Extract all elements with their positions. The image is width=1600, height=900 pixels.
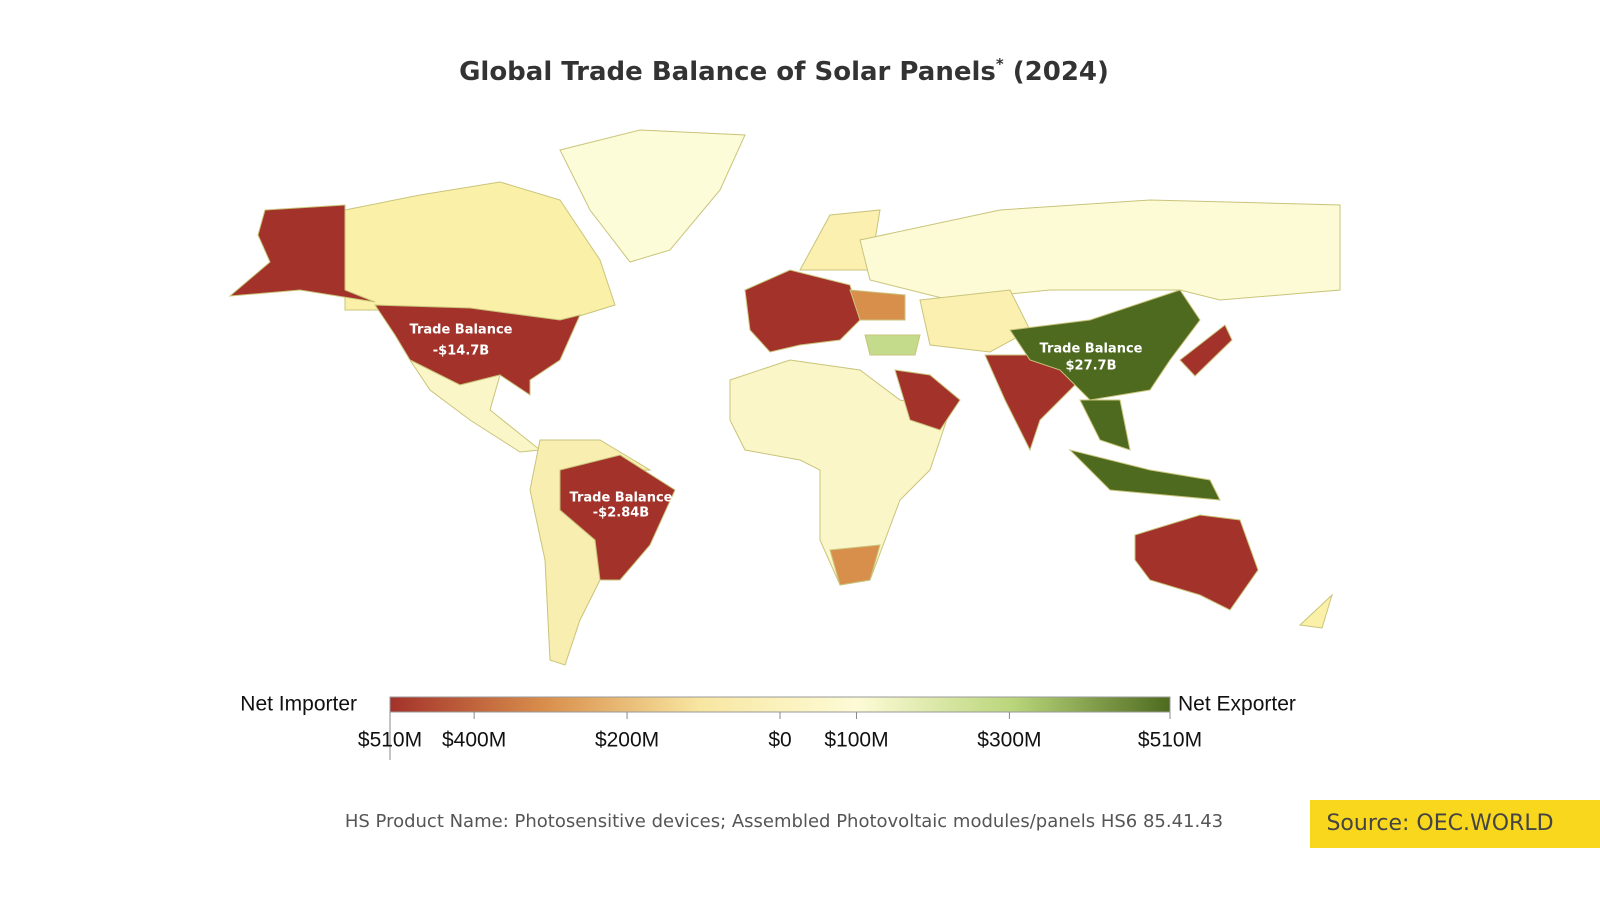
china [1009, 289, 1201, 401]
annotation-title: Trade Balance [1040, 342, 1143, 357]
annotation-title: Trade Balance [570, 491, 673, 506]
source: Source: OEC.WORLD [1326, 811, 1553, 836]
source-box [1310, 800, 1600, 848]
annotation-value: -$14.7B [433, 344, 489, 359]
ukraine [849, 289, 906, 321]
annotation-value: -$2.84B [593, 506, 649, 521]
greenland [559, 129, 746, 263]
title-text: Global Trade Balance of Solar Panels [459, 57, 996, 87]
tick-label: $510M [358, 729, 422, 752]
central-asia [919, 289, 1031, 353]
title-mark: * [996, 55, 1004, 73]
tick-label: $200M [595, 729, 659, 752]
color-scale [389, 696, 1171, 713]
new-zealand [1298, 593, 1334, 629]
legend: Net Importer Net Exporter $510M $400M $200… [240, 693, 1296, 760]
annotation-title: Trade Balance [410, 323, 513, 338]
south-africa [829, 544, 881, 586]
tick-label: $510M [1138, 729, 1202, 752]
title: Global Trade Balance of Solar Panels* (2… [459, 55, 1109, 87]
indonesia [1068, 449, 1221, 501]
japan [1179, 324, 1233, 377]
alaska [228, 204, 376, 303]
title-year: (2024) [1013, 57, 1109, 87]
tick-label: $100M [824, 729, 888, 752]
annotation-value: $27.7B [1065, 359, 1116, 374]
usa [374, 304, 581, 396]
low-label: Net Importer [240, 693, 357, 716]
high-label: Net Exporter [1178, 693, 1296, 716]
tick-label: $400M [442, 729, 506, 752]
world-map [228, 129, 1341, 666]
russia [859, 199, 1341, 301]
saudi-arabia [894, 369, 961, 431]
tick-label: $300M [977, 729, 1041, 752]
footnote: HS Product Name: Photosensitive devices;… [345, 811, 1223, 832]
tick-label: $0 [768, 729, 791, 752]
turkey [864, 334, 921, 356]
europe [744, 269, 861, 353]
scandinavia [799, 209, 881, 271]
southeast-asia [1079, 399, 1131, 451]
australia [1134, 514, 1259, 611]
brazil [559, 454, 676, 581]
